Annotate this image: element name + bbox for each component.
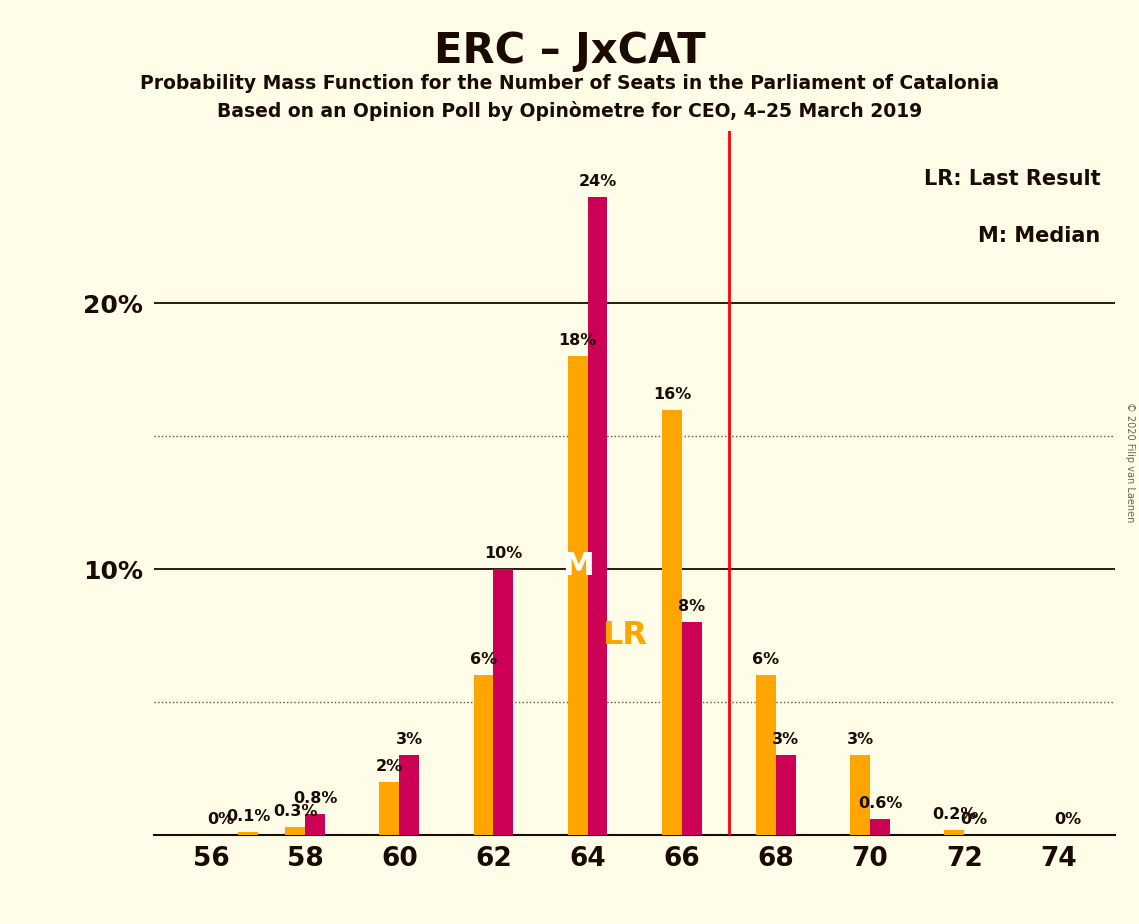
Text: 0%: 0% (207, 812, 235, 827)
Bar (238, 833, 259, 835)
Text: 16%: 16% (653, 386, 691, 402)
Bar (305, 814, 325, 835)
Text: 6%: 6% (470, 652, 497, 667)
Bar (568, 357, 588, 835)
Text: 0.1%: 0.1% (226, 809, 270, 824)
Text: 6%: 6% (753, 652, 779, 667)
Text: 3%: 3% (846, 732, 874, 748)
Text: 3%: 3% (395, 732, 423, 748)
Bar (851, 755, 870, 835)
Text: LR: Last Result: LR: Last Result (924, 169, 1100, 189)
Text: Based on an Opinion Poll by Opinòmetre for CEO, 4–25 March 2019: Based on an Opinion Poll by Opinòmetre f… (216, 101, 923, 121)
Text: 0.2%: 0.2% (932, 807, 976, 821)
Text: 0.6%: 0.6% (858, 796, 902, 811)
Text: 24%: 24% (579, 174, 616, 189)
Text: 18%: 18% (558, 334, 597, 348)
Text: M: M (562, 552, 593, 582)
Bar (400, 755, 419, 835)
Bar (944, 830, 965, 835)
Text: 0%: 0% (960, 812, 988, 827)
Text: 0.3%: 0.3% (273, 804, 318, 819)
Bar (379, 782, 400, 835)
Bar (474, 675, 493, 835)
Bar (776, 755, 796, 835)
Text: ERC – JxCAT: ERC – JxCAT (434, 30, 705, 71)
Bar (870, 819, 890, 835)
Text: Probability Mass Function for the Number of Seats in the Parliament of Catalonia: Probability Mass Function for the Number… (140, 74, 999, 93)
Bar (682, 622, 702, 835)
Bar (493, 569, 514, 835)
Text: 3%: 3% (772, 732, 800, 748)
Text: © 2020 Filip van Laenen: © 2020 Filip van Laenen (1125, 402, 1134, 522)
Text: 10%: 10% (484, 546, 523, 561)
Text: 2%: 2% (376, 759, 403, 773)
Text: 8%: 8% (678, 600, 705, 614)
Text: M: Median: M: Median (978, 225, 1100, 246)
Bar (286, 827, 305, 835)
Text: 0.8%: 0.8% (293, 791, 337, 806)
Bar (588, 197, 607, 835)
Text: LR: LR (603, 620, 647, 651)
Text: 0%: 0% (1055, 812, 1082, 827)
Bar (756, 675, 776, 835)
Bar (662, 409, 682, 835)
